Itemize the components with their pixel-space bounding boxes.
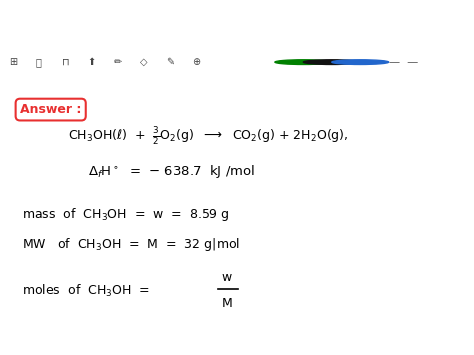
Text: ⊓: ⊓ xyxy=(62,57,69,67)
Circle shape xyxy=(332,60,389,65)
Text: 5:39 PM  Fri 7 Jan: 5:39 PM Fri 7 Jan xyxy=(9,10,100,20)
Text: moles  of  CH$_3$OH  =: moles of CH$_3$OH = xyxy=(22,283,150,299)
Circle shape xyxy=(303,60,360,65)
Text: CH$_3$OH($\ell$)  +  $\frac{3}{2}$O$_2$(g)  $\longrightarrow$  CO$_2$(g) + 2H$_2: CH$_3$OH($\ell$) + $\frac{3}{2}$O$_2$(g)… xyxy=(68,126,348,147)
Text: ◇: ◇ xyxy=(140,57,147,67)
Text: —  —: — — xyxy=(389,57,418,67)
Text: ✎: ✎ xyxy=(166,57,174,67)
Text: ⬆: ⬆ xyxy=(88,57,96,67)
Text: mass  of  CH$_3$OH  =  w  =  8.59 g: mass of CH$_3$OH = w = 8.59 g xyxy=(22,206,229,223)
Text: 🔍: 🔍 xyxy=(36,57,41,67)
Text: Answer :: Answer : xyxy=(20,103,82,116)
Circle shape xyxy=(275,60,332,65)
Text: CHEMISTRY: CHEMISTRY xyxy=(201,23,273,33)
Text: M: M xyxy=(222,297,232,310)
Text: w: w xyxy=(222,271,232,284)
Text: ⊕: ⊕ xyxy=(192,57,200,67)
Text: ⊞: ⊞ xyxy=(9,57,18,67)
Text: MW   of  CH$_3$OH  =  M  =  32 g|mol: MW of CH$_3$OH = M = 32 g|mol xyxy=(22,236,240,253)
Text: ✏: ✏ xyxy=(114,57,122,67)
Text: $\Delta_f$H$^\circ$  =  $-$ 638.7  kJ /mol: $\Delta_f$H$^\circ$ = $-$ 638.7 kJ /mol xyxy=(88,163,255,180)
